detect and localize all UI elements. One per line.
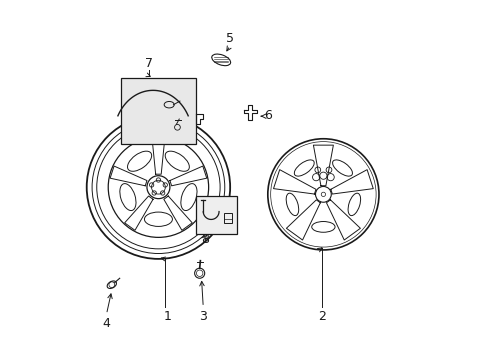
Text: 8: 8 [201, 233, 209, 246]
FancyBboxPatch shape [121, 78, 196, 144]
Text: 2: 2 [317, 310, 325, 323]
Text: 4: 4 [102, 317, 110, 330]
FancyBboxPatch shape [196, 196, 237, 234]
Text: 1: 1 [163, 310, 171, 323]
Text: 3: 3 [199, 310, 207, 323]
Text: 5: 5 [225, 32, 234, 45]
Text: 7: 7 [145, 57, 153, 70]
Text: 6: 6 [264, 109, 271, 122]
